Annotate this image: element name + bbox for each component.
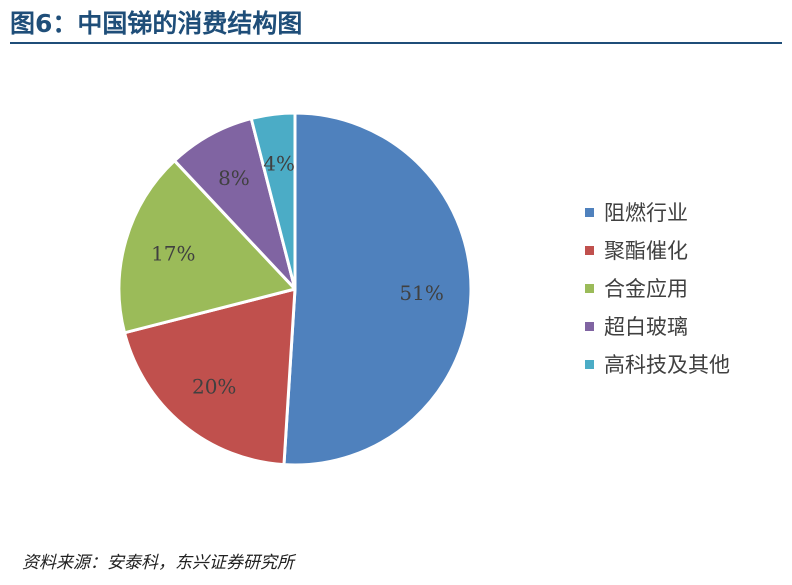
legend-item-polyester-catalyst: 聚酯催化 xyxy=(585,231,730,269)
data-label-alloy: 17% xyxy=(151,242,195,266)
source-note: 资料来源：安泰科，东兴证券研究所 xyxy=(22,553,294,573)
pie-slice-high-tech-other xyxy=(249,111,297,291)
legend-label: 合金应用 xyxy=(604,277,688,301)
legend-item-flame-retardant: 阻燃行业 xyxy=(585,193,730,231)
pie-slice-polyester-catalyst xyxy=(123,287,297,467)
legend-swatch xyxy=(585,283,594,293)
pie-slice-alloy xyxy=(117,159,297,335)
legend-label: 高科技及其他 xyxy=(604,353,730,377)
legend-swatch xyxy=(585,245,594,255)
legend-swatch xyxy=(585,359,594,369)
title-divider xyxy=(10,42,782,44)
legend-label: 超白玻璃 xyxy=(604,315,688,339)
pie-slices xyxy=(117,111,473,467)
chart-legend: 阻燃行业 聚酯催化 合金应用 超白玻璃 高科技及其他 xyxy=(585,193,730,383)
data-label-flame-retardant: 51% xyxy=(399,281,443,305)
data-label-ultra-white-glass: 8% xyxy=(218,166,250,190)
data-label-high-tech-other: 4% xyxy=(263,151,295,175)
data-label-polyester-catalyst: 20% xyxy=(192,375,236,399)
legend-item-ultra-white-glass: 超白玻璃 xyxy=(585,307,730,345)
legend-item-high-tech-other: 高科技及其他 xyxy=(585,345,730,383)
figure-title: 图6：中国锑的消费结构图 xyxy=(10,9,303,38)
legend-swatch xyxy=(585,207,594,217)
pie-data-labels: 51% 20% 17% 8% 4% xyxy=(151,151,444,398)
legend-swatch xyxy=(585,321,594,331)
legend-item-alloy: 合金应用 xyxy=(585,269,730,307)
pie-slice-ultra-white-glass xyxy=(173,117,297,291)
legend-label: 聚酯催化 xyxy=(604,239,688,263)
pie-slice-flame-retardant xyxy=(282,111,473,467)
legend-label: 阻燃行业 xyxy=(604,201,688,225)
